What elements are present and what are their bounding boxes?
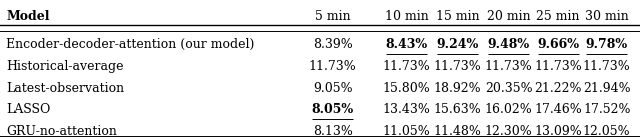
Text: 12.05%: 12.05% [583, 125, 630, 138]
Text: 8.43%: 8.43% [385, 38, 428, 51]
Text: Latest-observation: Latest-observation [6, 82, 125, 95]
Text: 11.05%: 11.05% [383, 125, 430, 138]
Text: 16.02%: 16.02% [485, 103, 532, 116]
Text: LASSO: LASSO [6, 103, 51, 116]
Text: GRU-no-attention: GRU-no-attention [6, 125, 117, 138]
Text: 11.73%: 11.73% [309, 60, 356, 73]
Text: 13.43%: 13.43% [383, 103, 430, 116]
Text: 30 min: 30 min [585, 10, 628, 23]
Text: 8.39%: 8.39% [313, 38, 353, 51]
Text: 9.78%: 9.78% [586, 38, 628, 51]
Text: 11.48%: 11.48% [434, 125, 481, 138]
Text: 15.80%: 15.80% [383, 82, 430, 95]
Text: 15 min: 15 min [436, 10, 479, 23]
Text: 5 min: 5 min [315, 10, 351, 23]
Text: 21.94%: 21.94% [583, 82, 630, 95]
Text: 11.73%: 11.73% [534, 60, 582, 73]
Text: 17.52%: 17.52% [583, 103, 630, 116]
Text: 10 min: 10 min [385, 10, 428, 23]
Text: 9.05%: 9.05% [313, 82, 353, 95]
Text: Historical-average: Historical-average [6, 60, 124, 73]
Text: 21.22%: 21.22% [534, 82, 582, 95]
Text: 9.66%: 9.66% [537, 38, 579, 51]
Text: 11.73%: 11.73% [583, 60, 630, 73]
Text: Encoder-decoder-attention (our model): Encoder-decoder-attention (our model) [6, 38, 255, 51]
Text: 12.30%: 12.30% [485, 125, 532, 138]
Text: 18.92%: 18.92% [434, 82, 481, 95]
Text: 11.73%: 11.73% [485, 60, 532, 73]
Text: 15.63%: 15.63% [434, 103, 481, 116]
Text: 11.73%: 11.73% [434, 60, 481, 73]
Text: 13.09%: 13.09% [534, 125, 582, 138]
Text: 9.24%: 9.24% [436, 38, 479, 51]
Text: 20 min: 20 min [487, 10, 531, 23]
Text: 20.35%: 20.35% [485, 82, 532, 95]
Text: 17.46%: 17.46% [534, 103, 582, 116]
Text: 8.05%: 8.05% [312, 103, 354, 116]
Text: 9.48%: 9.48% [488, 38, 530, 51]
Text: 25 min: 25 min [536, 10, 580, 23]
Text: 8.13%: 8.13% [313, 125, 353, 138]
Text: Model: Model [6, 10, 50, 23]
Text: 11.73%: 11.73% [383, 60, 430, 73]
